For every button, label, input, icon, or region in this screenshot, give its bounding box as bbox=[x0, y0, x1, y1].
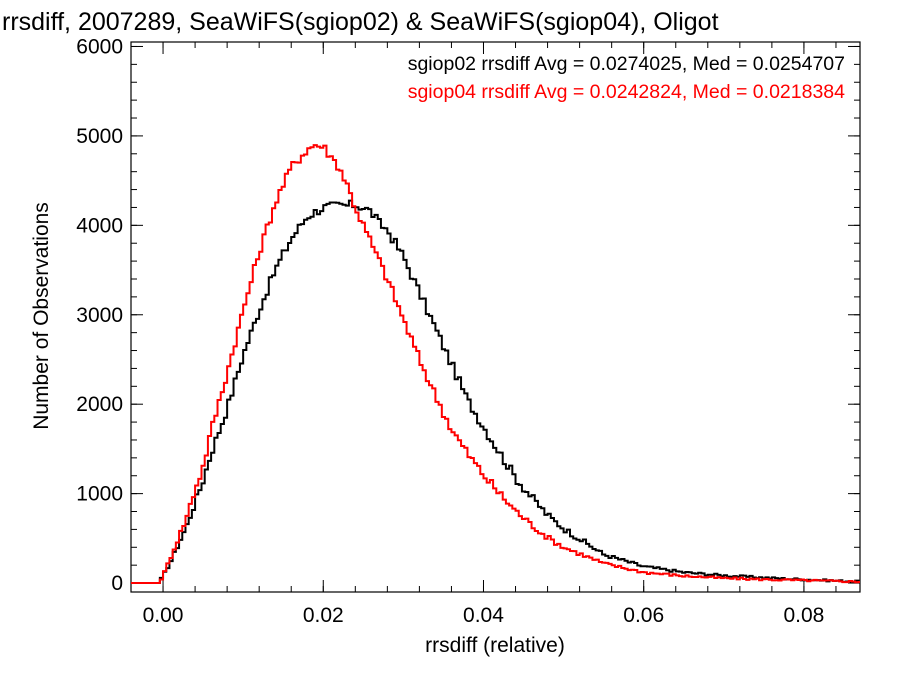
y-tick-label: 4000 bbox=[76, 214, 123, 237]
histogram-series-2 bbox=[131, 144, 860, 585]
x-tick-label: 0.08 bbox=[783, 604, 824, 627]
plot-frame bbox=[130, 41, 861, 593]
y-tick-label: 0 bbox=[111, 572, 123, 595]
x-tick-label: 0.00 bbox=[143, 604, 184, 627]
histogram-series-1 bbox=[131, 199, 860, 585]
stats-annotations: sgiop02 rrsdiff Avg = 0.0274025, Med = 0… bbox=[408, 53, 845, 103]
y-axis-label: Number of Observations bbox=[30, 202, 53, 430]
x-tick-label: 0.04 bbox=[463, 604, 504, 627]
x-axis-label: rrsdiff (relative) bbox=[425, 634, 565, 657]
x-tick-label: 0.06 bbox=[623, 604, 664, 627]
y-tick-label: 3000 bbox=[76, 304, 123, 327]
stats-annotation-2: sgiop04 rrsdiff Avg = 0.0242824, Med = 0… bbox=[408, 81, 845, 103]
stats-annotation-1: sgiop02 rrsdiff Avg = 0.0274025, Med = 0… bbox=[408, 53, 845, 75]
x-axis: 0.00 0.02 0.04 0.06 0.08 bbox=[143, 42, 837, 627]
plot-border bbox=[130, 41, 861, 593]
x-tick-label: 0.02 bbox=[303, 604, 344, 627]
series-layer bbox=[131, 144, 860, 585]
y-tick-label: 6000 bbox=[76, 35, 123, 58]
y-tick-label: 5000 bbox=[76, 125, 123, 148]
y-axis: 0 1000 2000 3000 4000 5000 6000 bbox=[76, 35, 860, 595]
y-tick-label: 2000 bbox=[76, 393, 123, 416]
y-tick-label: 1000 bbox=[76, 483, 123, 506]
chart-title: rrsdiff, 2007289, SeaWiFS(sgiop02) & Sea… bbox=[2, 8, 719, 36]
